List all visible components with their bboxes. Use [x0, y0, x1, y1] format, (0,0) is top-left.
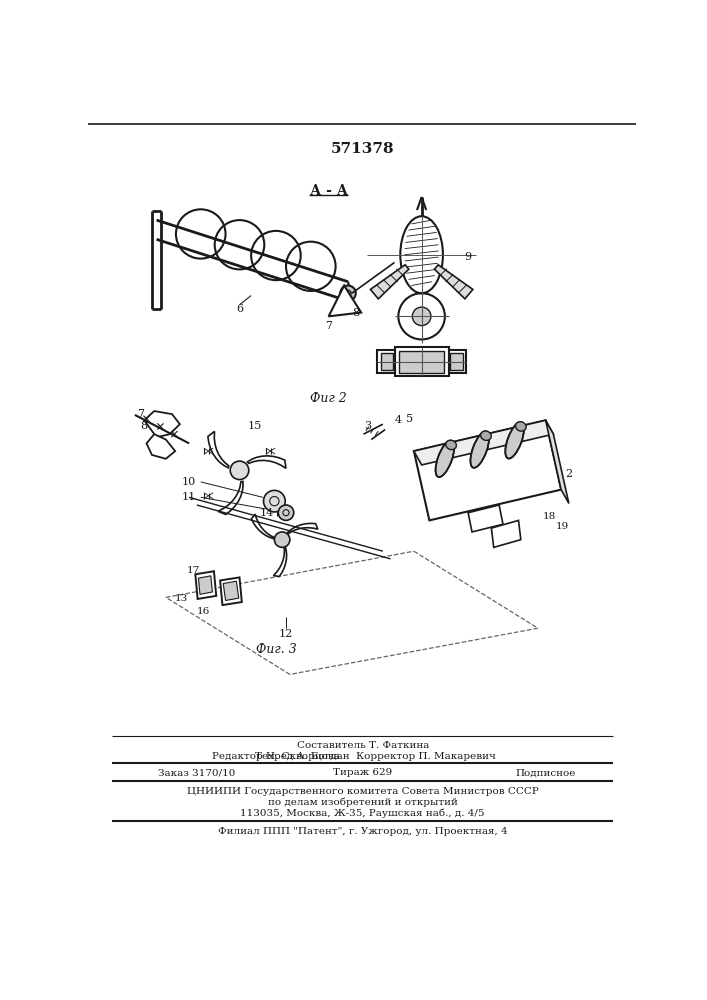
Text: Тираж 629: Тираж 629: [333, 768, 392, 777]
Polygon shape: [546, 420, 569, 503]
Polygon shape: [218, 481, 243, 514]
Circle shape: [230, 461, 249, 480]
Ellipse shape: [445, 440, 457, 450]
Text: 17: 17: [187, 566, 199, 575]
Text: 7: 7: [325, 321, 332, 331]
Polygon shape: [223, 581, 239, 600]
Text: 9: 9: [464, 252, 472, 262]
Text: 10: 10: [182, 477, 197, 487]
Polygon shape: [199, 576, 212, 594]
Text: 571378: 571378: [331, 142, 395, 156]
Text: по делам изобретений и открытий: по делам изобретений и открытий: [268, 797, 457, 807]
Polygon shape: [414, 420, 554, 465]
Ellipse shape: [470, 431, 489, 468]
Text: Подписное: Подписное: [515, 768, 575, 777]
Polygon shape: [195, 571, 216, 599]
Text: Фиг. 3: Фиг. 3: [255, 643, 296, 656]
Ellipse shape: [436, 441, 454, 477]
Polygon shape: [449, 350, 466, 373]
Polygon shape: [450, 353, 462, 370]
Text: А - А: А - А: [310, 184, 348, 198]
Polygon shape: [395, 347, 449, 376]
Text: 19: 19: [556, 522, 569, 531]
Ellipse shape: [515, 422, 526, 431]
Circle shape: [274, 532, 290, 547]
Circle shape: [340, 286, 356, 301]
Text: 2: 2: [566, 469, 573, 479]
Polygon shape: [370, 265, 409, 299]
Polygon shape: [380, 353, 393, 370]
Text: Редактор Н. Скворцова: Редактор Н. Скворцова: [212, 752, 340, 761]
Text: Техред А. Богдан  Корректор П. Макаревич: Техред А. Богдан Корректор П. Макаревич: [255, 752, 496, 761]
Polygon shape: [247, 456, 286, 468]
Polygon shape: [286, 523, 317, 534]
Ellipse shape: [506, 422, 524, 459]
Polygon shape: [274, 547, 286, 577]
Polygon shape: [252, 514, 274, 539]
Text: Заказ 3170/10: Заказ 3170/10: [158, 768, 235, 777]
Polygon shape: [414, 420, 561, 520]
Text: 14: 14: [259, 508, 274, 518]
Polygon shape: [208, 431, 229, 468]
Text: 13: 13: [175, 594, 188, 603]
Text: Составитель Т. Фаткина: Составитель Т. Фаткина: [296, 741, 429, 750]
Text: 18: 18: [543, 512, 556, 521]
Polygon shape: [329, 286, 361, 316]
Text: ЦНИИПИ Государственного комитета Совета Министров СССР: ЦНИИПИ Государственного комитета Совета …: [187, 787, 539, 796]
Polygon shape: [220, 577, 242, 605]
Polygon shape: [468, 505, 503, 532]
Text: 11: 11: [182, 492, 197, 502]
Circle shape: [279, 505, 293, 520]
Polygon shape: [378, 350, 395, 373]
Text: Фиг 2: Фиг 2: [310, 392, 347, 405]
Text: 12: 12: [279, 629, 293, 639]
Text: 6: 6: [236, 304, 243, 314]
Polygon shape: [434, 265, 473, 299]
Polygon shape: [144, 411, 180, 437]
Text: 5: 5: [407, 414, 414, 424]
Text: 16: 16: [197, 607, 210, 616]
Polygon shape: [491, 520, 521, 547]
Text: 3: 3: [364, 421, 371, 431]
Text: 113035, Москва, Ж-35, Раушская наб., д. 4/5: 113035, Москва, Ж-35, Раушская наб., д. …: [240, 808, 485, 818]
Text: Филиал ППП "Патент", г. Ужгород, ул. Проектная, 4: Филиал ППП "Патент", г. Ужгород, ул. Про…: [218, 827, 508, 836]
Text: 4: 4: [395, 415, 402, 425]
Polygon shape: [399, 351, 444, 373]
Text: 8: 8: [352, 308, 359, 318]
Text: 15: 15: [248, 421, 262, 431]
Circle shape: [412, 307, 431, 326]
Polygon shape: [146, 434, 175, 459]
Text: 8: 8: [141, 421, 148, 431]
Text: 7: 7: [138, 409, 144, 419]
Ellipse shape: [481, 431, 491, 440]
Circle shape: [264, 490, 285, 512]
